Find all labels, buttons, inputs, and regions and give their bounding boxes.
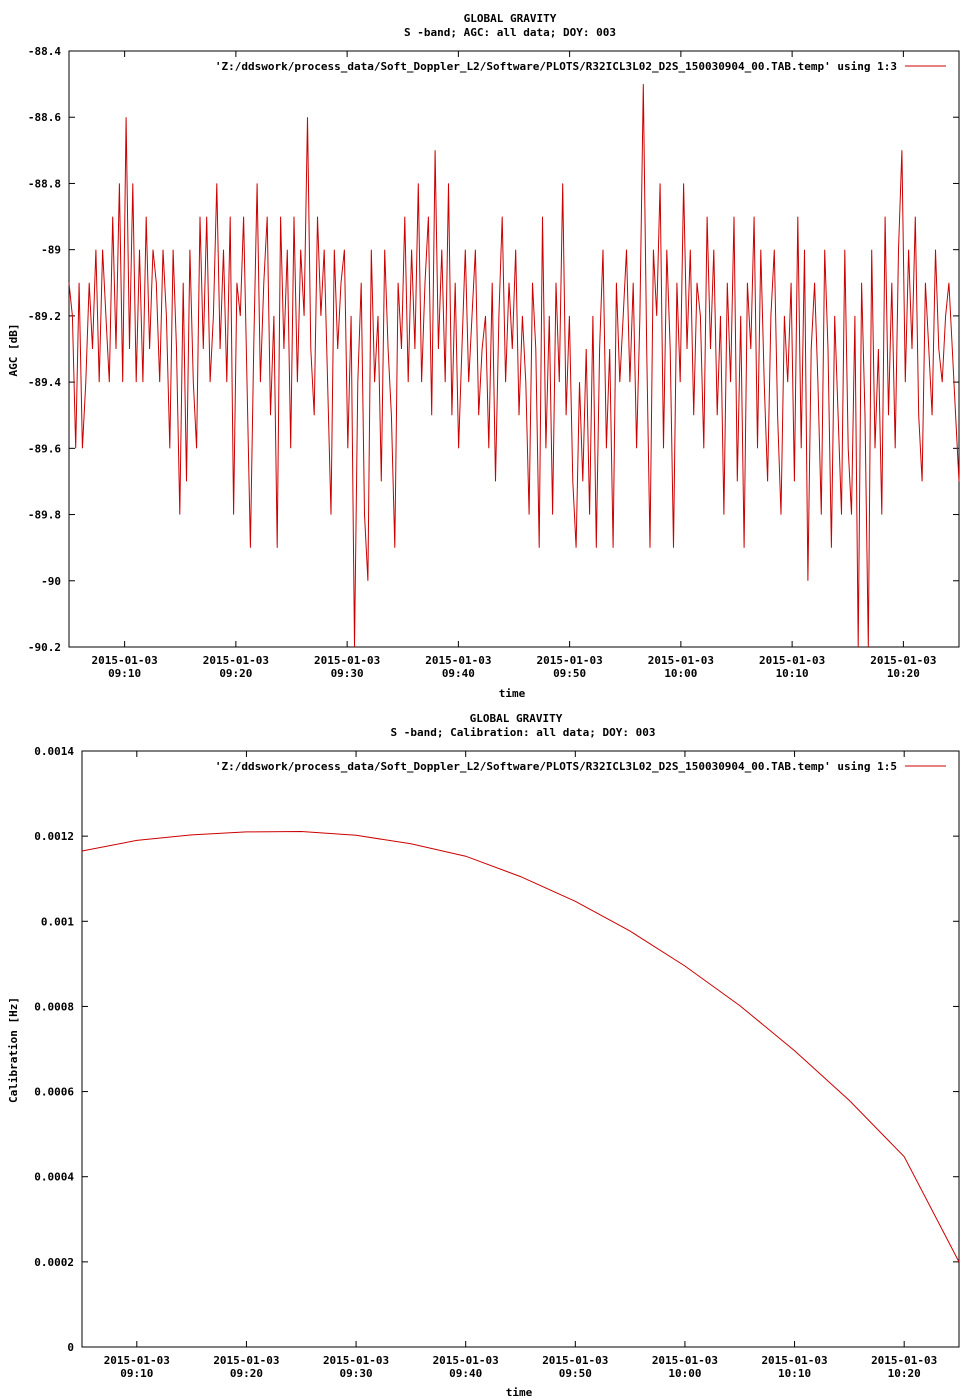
x-tick-date-label: 2015-01-03: [871, 1354, 937, 1367]
x-tick-date-label: 2015-01-03: [433, 1354, 499, 1367]
x-tick-date-label: 2015-01-03: [648, 654, 714, 667]
y-tick-label: 0.0006: [34, 1086, 74, 1099]
y-tick-label: 0.0004: [34, 1171, 74, 1184]
y-tick-label: -89.6: [28, 442, 61, 455]
y-tick-label: -89.4: [28, 376, 61, 389]
x-tick-date-label: 2015-01-03: [870, 654, 936, 667]
calibration-series-line: [81, 830, 960, 1263]
y-tick-label: -88.6: [28, 111, 61, 124]
x-tick-time-label: 09:20: [219, 667, 252, 680]
x-tick-date-label: 2015-01-03: [203, 654, 269, 667]
calibration-chart-title: GLOBAL GRAVITY: [470, 712, 563, 725]
agc-legend-label: 'Z:/ddswork/process_data/Soft_Doppler_L2…: [215, 60, 897, 73]
y-tick-label: -89.8: [28, 509, 61, 522]
agc-chart-subtitle: S -band; AGC: all data; DOY: 003: [404, 26, 616, 39]
y-tick-label: 0.0002: [34, 1256, 74, 1269]
agc-y-ticks: -88.4 -88.6 -88.8 -89 -89.2 -89.4 -89.6 -89.8 -9…: [28, 45, 959, 654]
calibration-plot-frame: [81, 750, 960, 1348]
x-tick-time-label: 10:10: [776, 667, 809, 680]
calibration-y-ticks: 0.0014 0.0012 0.001 0.0008 0.0006 0.0004 0.000…: [34, 745, 959, 1354]
calibration-chart: GLOBAL GRAVITY S -band; Calibration: all…: [7, 712, 960, 1399]
y-tick-label: 0.0008: [34, 1000, 74, 1013]
agc-y-axis-label: AGC [dB]: [7, 324, 20, 377]
x-tick-time-label: 10:10: [778, 1367, 811, 1380]
calibration-y-axis-label: Calibration [Hz]: [7, 997, 20, 1103]
x-tick-date-label: 2015-01-03: [542, 1354, 608, 1367]
x-tick-time-label: 09:40: [449, 1367, 482, 1380]
x-tick-time-label: 09:30: [340, 1367, 373, 1380]
calibration-chart-subtitle: S -band; Calibration: all data; DOY: 003: [391, 726, 656, 739]
x-tick-time-label: 09:40: [442, 667, 475, 680]
calibration-x-axis-label: time: [506, 1386, 533, 1399]
x-tick-time-label: 10:00: [664, 667, 697, 680]
x-tick-time-label: 10:20: [887, 667, 920, 680]
agc-chart: GLOBAL GRAVITY S -band; AGC: all data; D…: [7, 12, 960, 700]
y-tick-label: -89: [41, 244, 61, 257]
y-tick-label: -88.8: [28, 177, 61, 190]
y-tick-label: -90.2: [28, 641, 61, 654]
y-tick-label: 0.0012: [34, 830, 74, 843]
x-tick-time-label: 09:20: [230, 1367, 263, 1380]
y-tick-label: -90: [41, 575, 61, 588]
x-tick-date-label: 2015-01-03: [537, 654, 603, 667]
x-tick-date-label: 2015-01-03: [92, 654, 158, 667]
x-tick-date-label: 2015-01-03: [652, 1354, 718, 1367]
x-tick-date-label: 2015-01-03: [104, 1354, 170, 1367]
agc-x-ticks: 2015-01-0309:102015-01-0309:202015-01-03…: [92, 51, 936, 680]
calibration-x-ticks: 2015-01-0309:102015-01-0309:202015-01-03…: [104, 751, 937, 1380]
y-tick-label: 0.001: [41, 915, 74, 928]
agc-x-axis-label: time: [499, 687, 526, 700]
y-tick-label: 0.0014: [34, 745, 74, 758]
x-tick-time-label: 10:20: [888, 1367, 921, 1380]
x-tick-date-label: 2015-01-03: [761, 1354, 827, 1367]
agc-series-line: [68, 84, 960, 648]
calibration-legend-label: 'Z:/ddswork/process_data/Soft_Doppler_L2…: [215, 760, 897, 773]
x-tick-time-label: 09:50: [553, 667, 586, 680]
x-tick-date-label: 2015-01-03: [425, 654, 491, 667]
agc-plot-frame: [68, 50, 960, 648]
agc-chart-title: GLOBAL GRAVITY: [464, 12, 557, 25]
x-tick-time-label: 10:00: [668, 1367, 701, 1380]
x-tick-date-label: 2015-01-03: [314, 654, 380, 667]
x-tick-time-label: 09:10: [120, 1367, 153, 1380]
x-tick-time-label: 09:50: [559, 1367, 592, 1380]
y-tick-label: -89.2: [28, 310, 61, 323]
y-tick-label: -88.4: [28, 45, 61, 58]
x-tick-date-label: 2015-01-03: [213, 1354, 279, 1367]
y-tick-label: 0: [67, 1341, 74, 1354]
x-tick-time-label: 09:30: [331, 667, 364, 680]
x-tick-date-label: 2015-01-03: [323, 1354, 389, 1367]
x-tick-date-label: 2015-01-03: [759, 654, 825, 667]
x-tick-time-label: 09:10: [108, 667, 141, 680]
